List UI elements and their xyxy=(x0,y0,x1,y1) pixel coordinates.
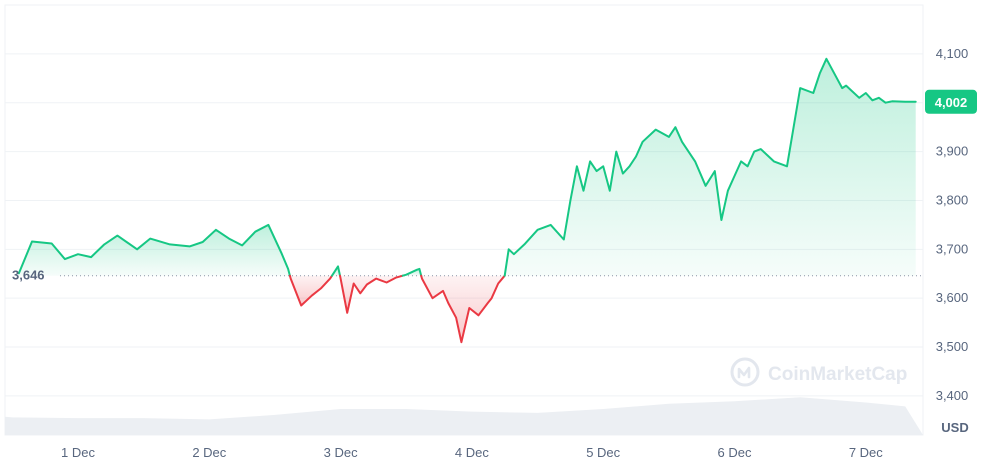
watermark: CoinMarketCap xyxy=(730,357,907,387)
y-tick-label: 4,100 xyxy=(936,46,969,61)
current-price-label: 4,002 xyxy=(935,95,968,110)
x-tick-label: 3 Dec xyxy=(324,445,358,458)
price-line-up xyxy=(17,223,291,277)
y-tick-label: 3,700 xyxy=(936,241,969,256)
area-fill-down xyxy=(421,275,505,343)
y-tick-label: 3,500 xyxy=(936,339,969,354)
price-line-up xyxy=(401,267,423,277)
y-tick-label: 3,800 xyxy=(936,193,969,208)
x-tick-label: 2 Dec xyxy=(192,445,226,458)
volume-area-shape xyxy=(5,397,923,435)
price-line xyxy=(17,57,917,344)
coinmarketcap-logo-icon xyxy=(730,357,760,387)
price-line-down xyxy=(288,274,333,307)
y-tick-label: 3,400 xyxy=(936,388,969,403)
current-price-badge: 4,002 xyxy=(925,89,977,114)
price-line-down xyxy=(339,274,404,314)
watermark-text: CoinMarketCap xyxy=(768,364,907,385)
x-tick-label: 7 Dec xyxy=(849,445,883,458)
y-tick-label: 3,600 xyxy=(936,290,969,305)
y-tick-label: 3,900 xyxy=(936,144,969,159)
area-fill-down xyxy=(289,275,332,306)
baseline-label: 3,646 xyxy=(12,268,45,283)
price-line-up xyxy=(331,265,341,277)
area-fills xyxy=(18,58,916,343)
area-fill-up xyxy=(504,58,916,276)
price-line-up xyxy=(503,57,917,277)
x-tick-label: 5 Dec xyxy=(586,445,620,458)
x-axis: 1 Dec 2 Dec 3 Dec 4 Dec 5 Dec 6 Dec 7 Dec xyxy=(61,445,883,460)
x-tick-label: 1 Dec xyxy=(61,445,95,458)
currency-label: USD xyxy=(941,420,968,435)
x-tick-label: 6 Dec xyxy=(718,445,752,458)
volume-area xyxy=(5,397,923,435)
current-price-badge-bg xyxy=(925,89,977,114)
price-line-down xyxy=(420,274,506,344)
x-tick-label: 4 Dec xyxy=(455,445,489,458)
area-fill-up xyxy=(18,224,290,276)
